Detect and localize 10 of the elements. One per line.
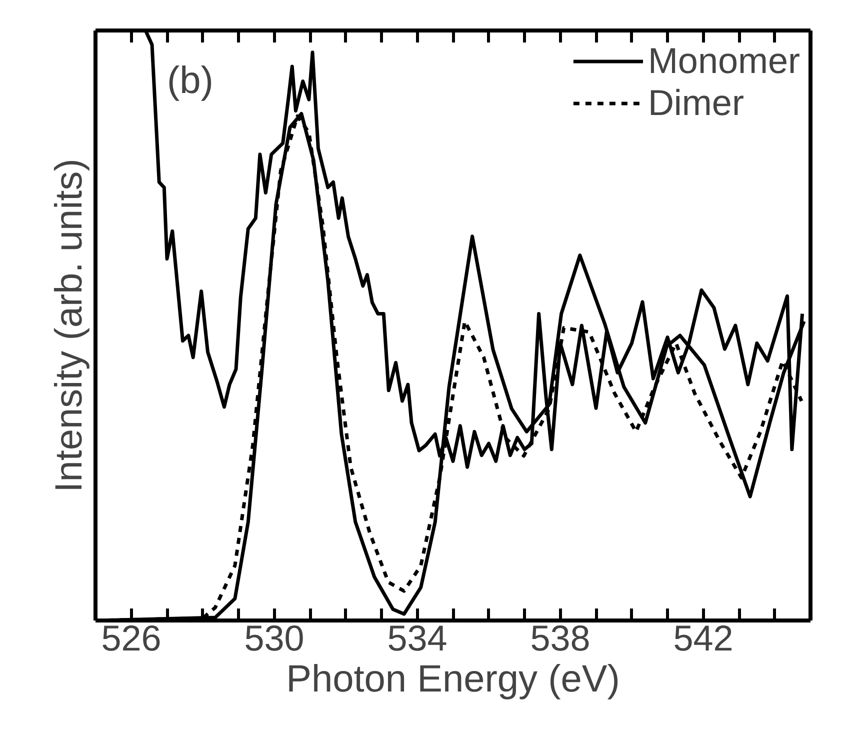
- annotation: (b): [167, 60, 214, 102]
- x-tick-label: 538: [530, 618, 590, 658]
- x-tick-label: 526: [101, 618, 162, 658]
- x-tick-label: 542: [673, 618, 734, 658]
- y-axis-title: Intensity (arb. units): [48, 158, 90, 492]
- legend-label: Monomer: [648, 40, 800, 82]
- x-tick-label: 530: [244, 618, 304, 658]
- x-axis-title: Photon Energy (eV): [286, 658, 620, 700]
- legend-label: Dimer: [648, 82, 744, 124]
- x-tick-label: 534: [387, 618, 448, 658]
